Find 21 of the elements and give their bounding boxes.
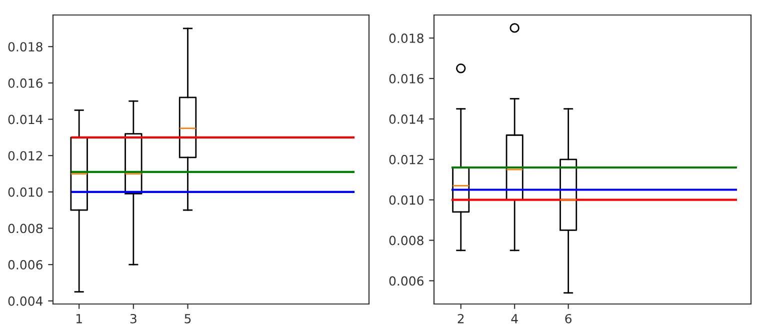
y-tick-label: 0.008 — [8, 224, 42, 234]
x-tick-label: 2 — [458, 314, 464, 324]
x-tick-label: 3 — [130, 314, 136, 324]
y-tick-label: 0.018 — [389, 34, 424, 43]
y-tick-label: 0.014 — [8, 114, 43, 124]
y-tick-label: 0.012 — [389, 154, 424, 164]
y-tick-label: 0.010 — [8, 187, 42, 197]
y-tick-label: 0.008 — [389, 236, 424, 246]
y-tick-label: 0.010 — [389, 195, 424, 205]
y-tick-label: 0.004 — [8, 296, 43, 306]
x-tick-label: 6 — [565, 314, 572, 324]
y-tick-label: 0.006 — [389, 276, 424, 286]
x-tick-label: 4 — [511, 314, 518, 324]
y-tick-label: 0.006 — [8, 260, 42, 270]
y-tick-label: 0.016 — [8, 78, 42, 88]
y-tick-label: 0.012 — [8, 151, 42, 161]
y-tick-label: 0.014 — [389, 114, 424, 124]
y-tick-label: 0.018 — [8, 42, 42, 52]
x-tick-label: 5 — [184, 314, 191, 324]
x-tick-label: 1 — [76, 314, 82, 324]
y-tick-label: 0.016 — [389, 74, 424, 84]
